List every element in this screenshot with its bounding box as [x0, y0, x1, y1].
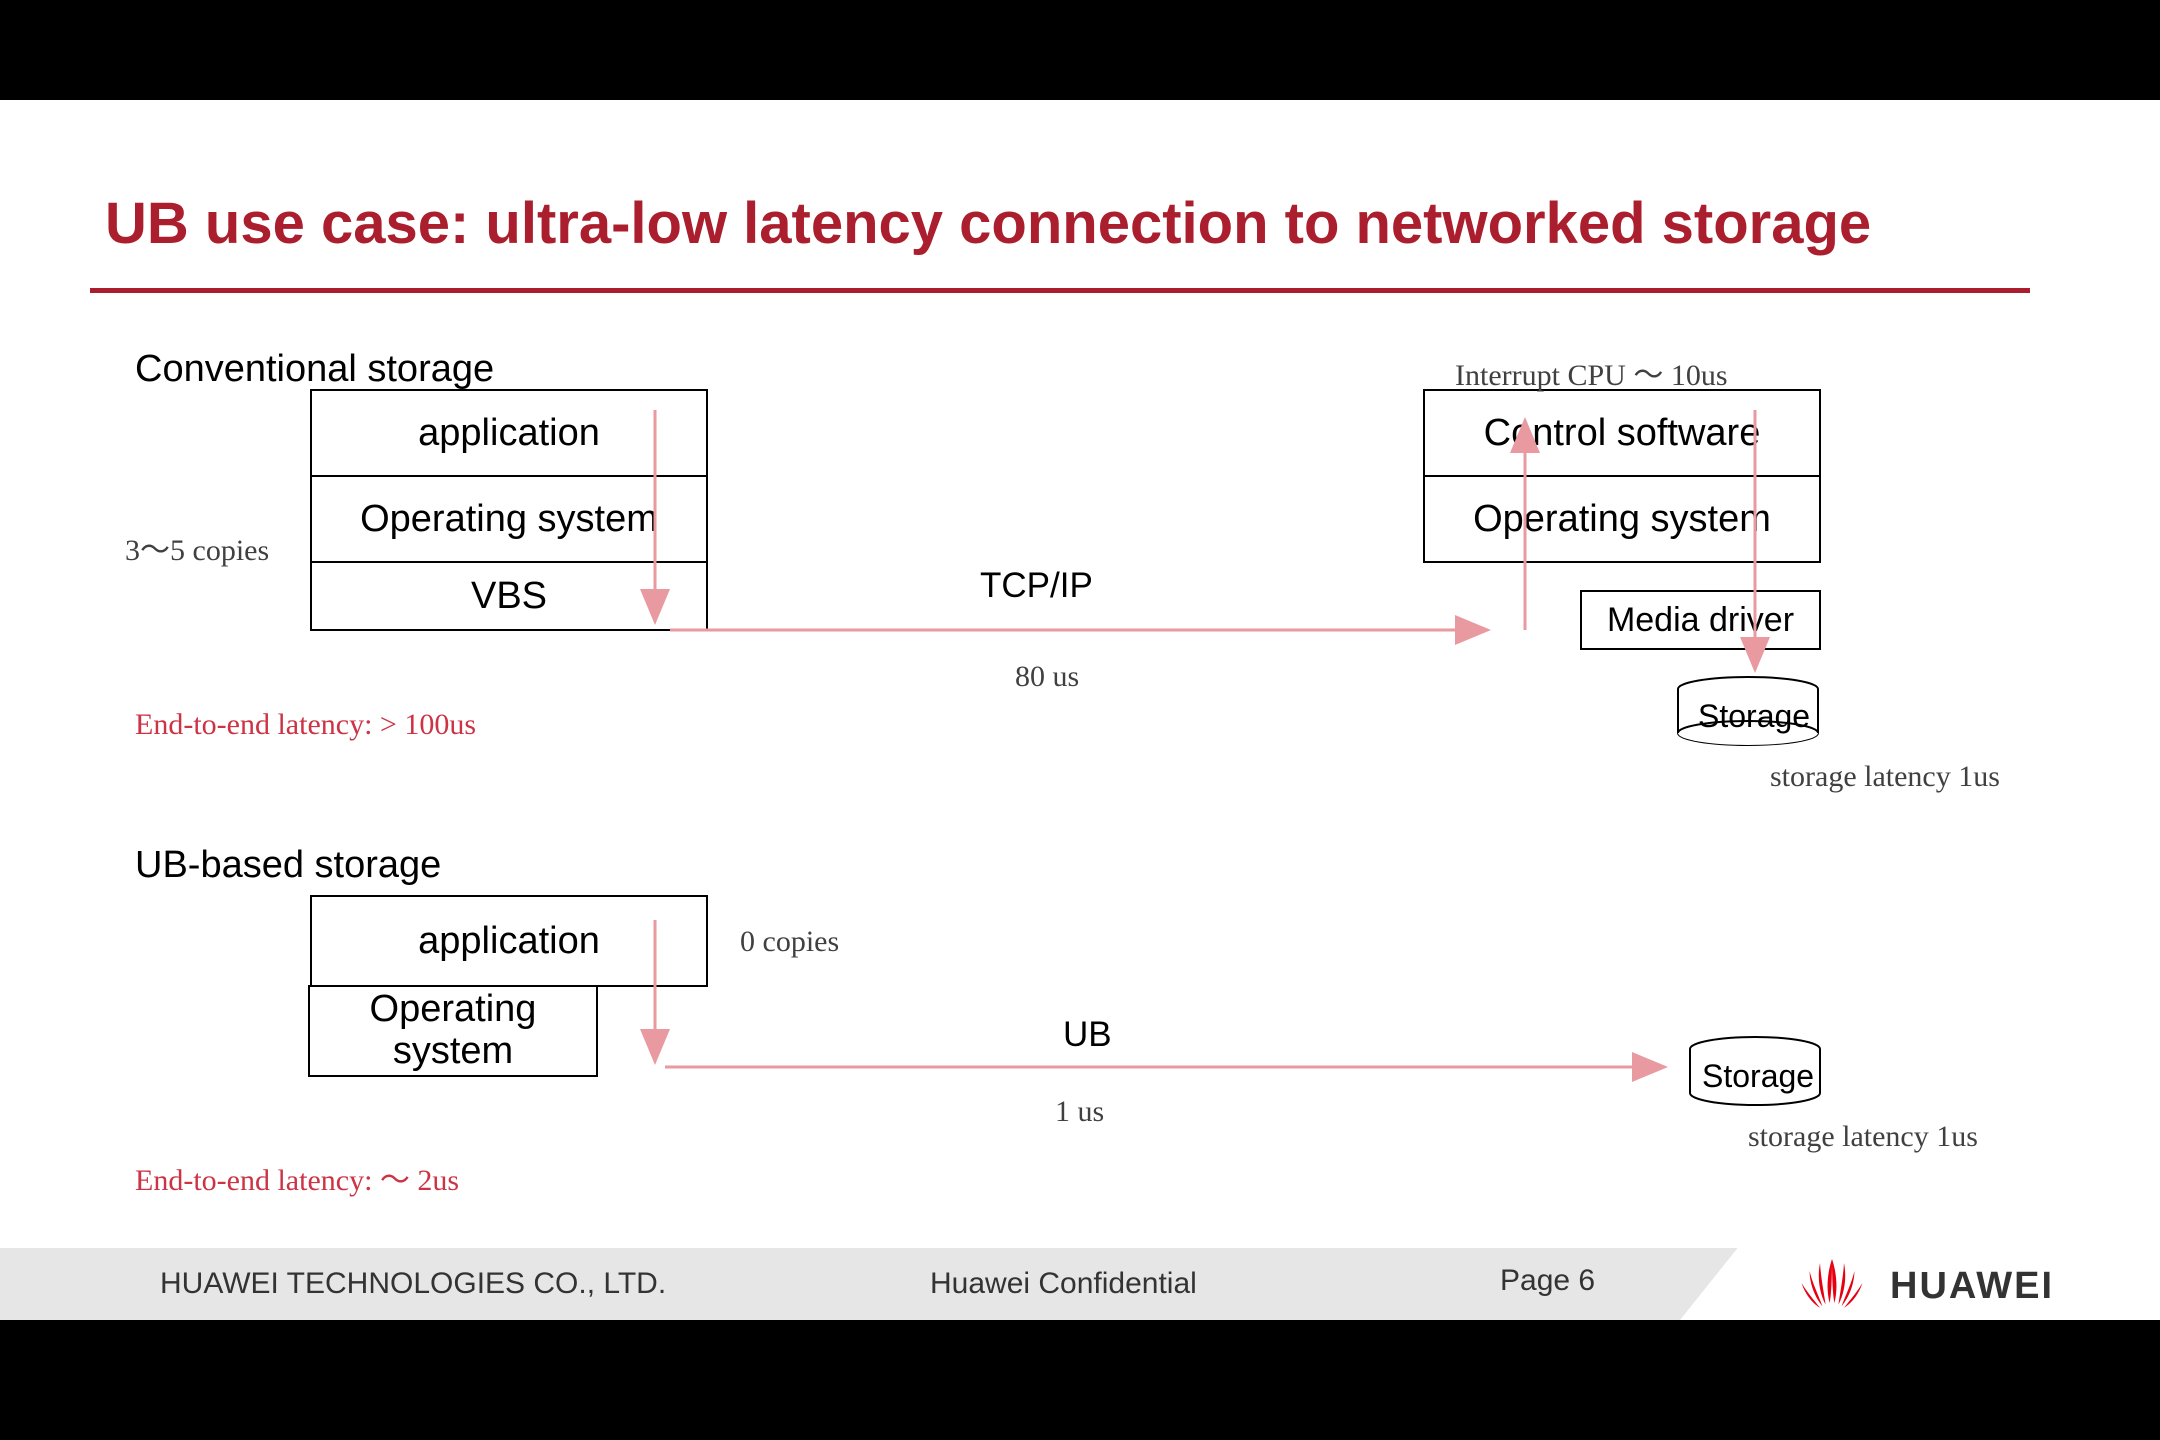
ub-app-box: application	[310, 895, 708, 987]
conv-media-box: Media driver	[1580, 590, 1821, 650]
conv-link-latency: 80 us	[1015, 660, 1079, 694]
conv-e2e-note: End-to-end latency: > 100us	[135, 708, 476, 742]
ub-os-box: Operating system	[308, 985, 598, 1077]
conv-storage-latency-note: storage latency 1us	[1770, 760, 2000, 794]
slide-body: UB use case: ultra-low latency connectio…	[0, 100, 2160, 1340]
huawei-logo-icon	[1790, 1255, 1874, 1311]
slide-title: UB use case: ultra-low latency connectio…	[105, 190, 1871, 257]
ub-link-label: UB	[1063, 1015, 1112, 1055]
conv-link-label: TCP/IP	[980, 566, 1093, 606]
conv-app-box: application	[310, 389, 708, 477]
conv-copies-note: 3～5 copies	[125, 525, 269, 569]
footer-confidential: Huawei Confidential	[930, 1267, 1197, 1301]
ub-e2e-note: End-to-end latency: ～ 2us	[135, 1155, 459, 1199]
title-rule	[90, 288, 2030, 293]
letterbox-bottom	[0, 1320, 2160, 1440]
section-ub-label: UB-based storage	[135, 844, 441, 887]
conv-vbs-box: VBS	[310, 561, 708, 631]
ub-storage-latency-note: storage latency 1us	[1748, 1120, 1978, 1154]
conv-storage-label: Storage	[1698, 698, 1810, 735]
conv-control-box: Control software	[1423, 389, 1821, 477]
ub-link-latency: 1 us	[1055, 1095, 1104, 1129]
conv-interrupt-note: Interrupt CPU ～ 10us	[1455, 350, 1728, 394]
footer-company: HUAWEI TECHNOLOGIES CO., LTD.	[160, 1267, 666, 1301]
footer-brand: HUAWEI	[1890, 1265, 2054, 1308]
ub-copies-note: 0 copies	[740, 925, 839, 959]
conv-right-os-box: Operating system	[1423, 475, 1821, 563]
conv-os-box: Operating system	[310, 475, 708, 563]
footer-page: Page 6	[1500, 1264, 1595, 1298]
ub-storage-label: Storage	[1702, 1058, 1814, 1095]
section-conventional-label: Conventional storage	[135, 348, 494, 391]
